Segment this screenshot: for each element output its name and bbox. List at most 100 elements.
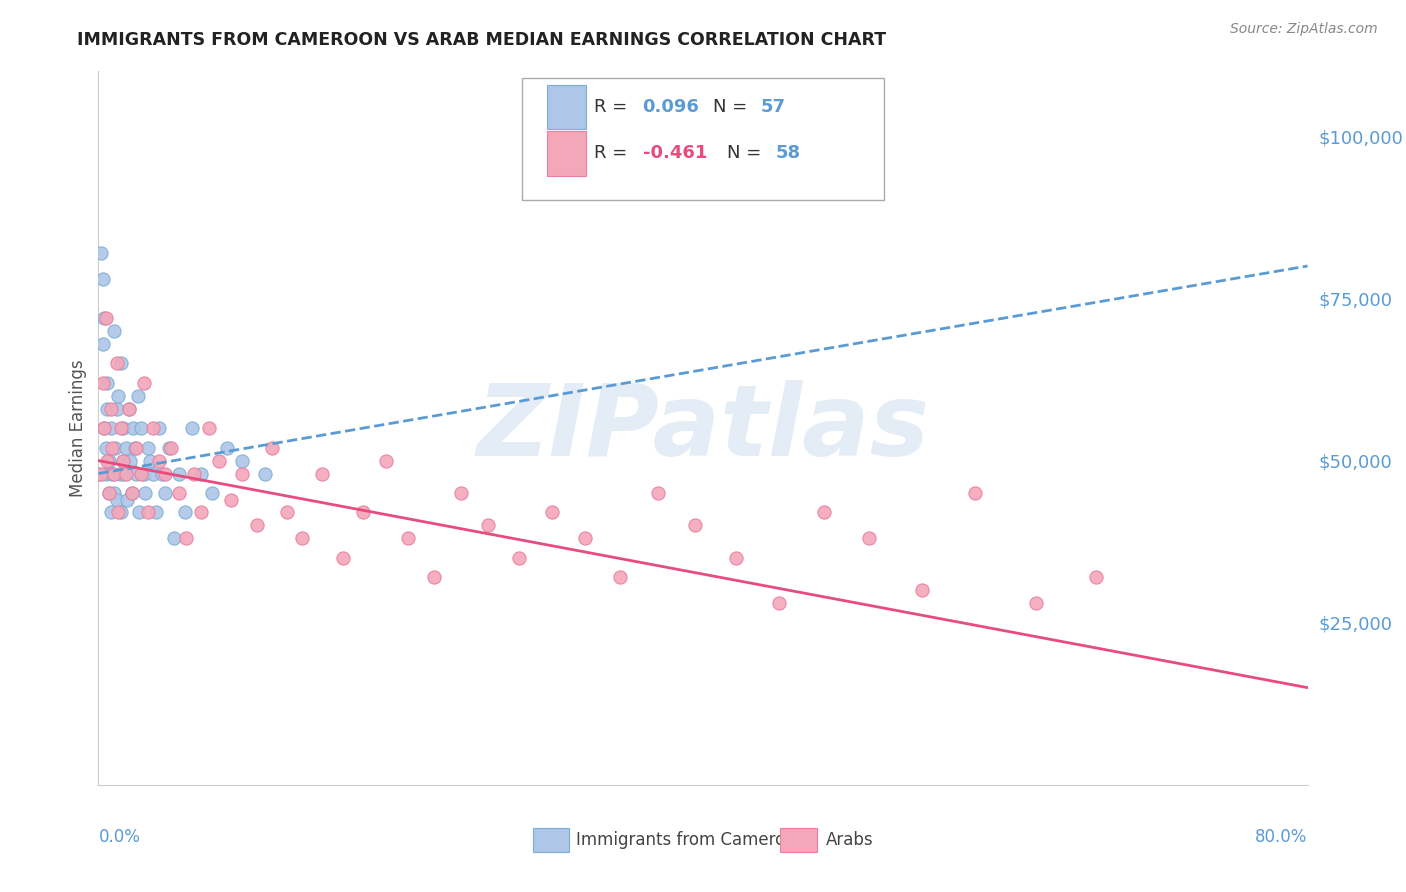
- Point: [100, 421, 122, 435]
- Point: [118, 401, 141, 416]
- Point: [352, 506, 374, 520]
- Point: [104, 441, 127, 455]
- Point: [112, 467, 135, 481]
- Point: [647, 486, 669, 500]
- Point: [114, 441, 136, 455]
- Text: Immigrants from Cameroon: Immigrants from Cameroon: [576, 831, 806, 849]
- Point: [108, 467, 131, 481]
- Point: [163, 532, 186, 546]
- Point: [190, 506, 212, 520]
- Point: [136, 441, 159, 455]
- Point: [768, 596, 790, 610]
- Point: [911, 583, 934, 598]
- Point: [94, 310, 117, 325]
- Point: [246, 518, 269, 533]
- Point: [91, 272, 114, 286]
- Point: [107, 506, 129, 520]
- FancyBboxPatch shape: [547, 85, 586, 129]
- Point: [129, 467, 152, 481]
- Point: [150, 467, 173, 481]
- Point: [107, 389, 129, 403]
- Point: [142, 421, 165, 435]
- Point: [159, 441, 181, 455]
- Text: 0.096: 0.096: [643, 98, 699, 116]
- Point: [89, 467, 111, 481]
- Point: [124, 441, 146, 455]
- Point: [90, 467, 112, 481]
- Point: [98, 486, 121, 500]
- Point: [115, 492, 138, 507]
- Text: 80.0%: 80.0%: [1256, 828, 1308, 846]
- Point: [858, 532, 880, 546]
- Point: [231, 453, 253, 467]
- Point: [374, 453, 396, 467]
- Point: [105, 492, 128, 507]
- Point: [121, 486, 143, 500]
- Point: [101, 441, 124, 455]
- Point: [90, 246, 112, 260]
- Point: [201, 486, 224, 500]
- Point: [153, 467, 176, 481]
- Point: [105, 401, 128, 416]
- Point: [183, 467, 205, 481]
- Text: N =: N =: [727, 145, 768, 162]
- Point: [120, 453, 142, 467]
- Point: [91, 336, 114, 351]
- Point: [1024, 596, 1046, 610]
- Point: [98, 453, 121, 467]
- Point: [136, 506, 159, 520]
- Point: [574, 532, 596, 546]
- Point: [160, 441, 183, 455]
- Point: [103, 467, 125, 481]
- Point: [148, 421, 170, 435]
- Point: [965, 486, 987, 500]
- Point: [111, 453, 134, 467]
- Point: [114, 467, 136, 481]
- Text: R =: R =: [595, 98, 633, 116]
- Point: [173, 506, 195, 520]
- Point: [153, 486, 176, 500]
- Text: IMMIGRANTS FROM CAMEROON VS ARAB MEDIAN EARNINGS CORRELATION CHART: IMMIGRANTS FROM CAMEROON VS ARAB MEDIAN …: [77, 31, 886, 49]
- Text: -0.461: -0.461: [643, 145, 707, 162]
- Point: [609, 570, 631, 584]
- Point: [93, 310, 115, 325]
- Point: [685, 518, 707, 533]
- Point: [167, 467, 190, 481]
- Point: [110, 356, 132, 370]
- Point: [145, 506, 167, 520]
- Text: ZIPatlas: ZIPatlas: [477, 380, 929, 476]
- Text: 57: 57: [761, 98, 786, 116]
- Point: [190, 467, 212, 481]
- Point: [125, 441, 148, 455]
- Point: [101, 467, 124, 481]
- Point: [94, 467, 117, 481]
- Point: [423, 570, 446, 584]
- Point: [100, 401, 122, 416]
- Point: [148, 453, 170, 467]
- Point: [96, 453, 118, 467]
- Point: [122, 421, 145, 435]
- Point: [100, 506, 122, 520]
- Point: [110, 421, 132, 435]
- Point: [181, 421, 204, 435]
- Point: [128, 506, 150, 520]
- Point: [121, 486, 143, 500]
- FancyBboxPatch shape: [780, 828, 817, 852]
- Point: [813, 506, 835, 520]
- Point: [111, 421, 134, 435]
- Point: [231, 467, 253, 481]
- Point: [508, 550, 530, 565]
- Point: [174, 532, 197, 546]
- Point: [111, 453, 134, 467]
- Text: Arabs: Arabs: [827, 831, 875, 849]
- Point: [132, 467, 155, 481]
- Point: [127, 389, 149, 403]
- Text: Source: ZipAtlas.com: Source: ZipAtlas.com: [1230, 22, 1378, 37]
- FancyBboxPatch shape: [533, 828, 569, 852]
- Point: [262, 441, 284, 455]
- Point: [142, 467, 165, 481]
- Point: [450, 486, 472, 500]
- Point: [221, 492, 243, 507]
- Point: [311, 467, 333, 481]
- Point: [94, 441, 117, 455]
